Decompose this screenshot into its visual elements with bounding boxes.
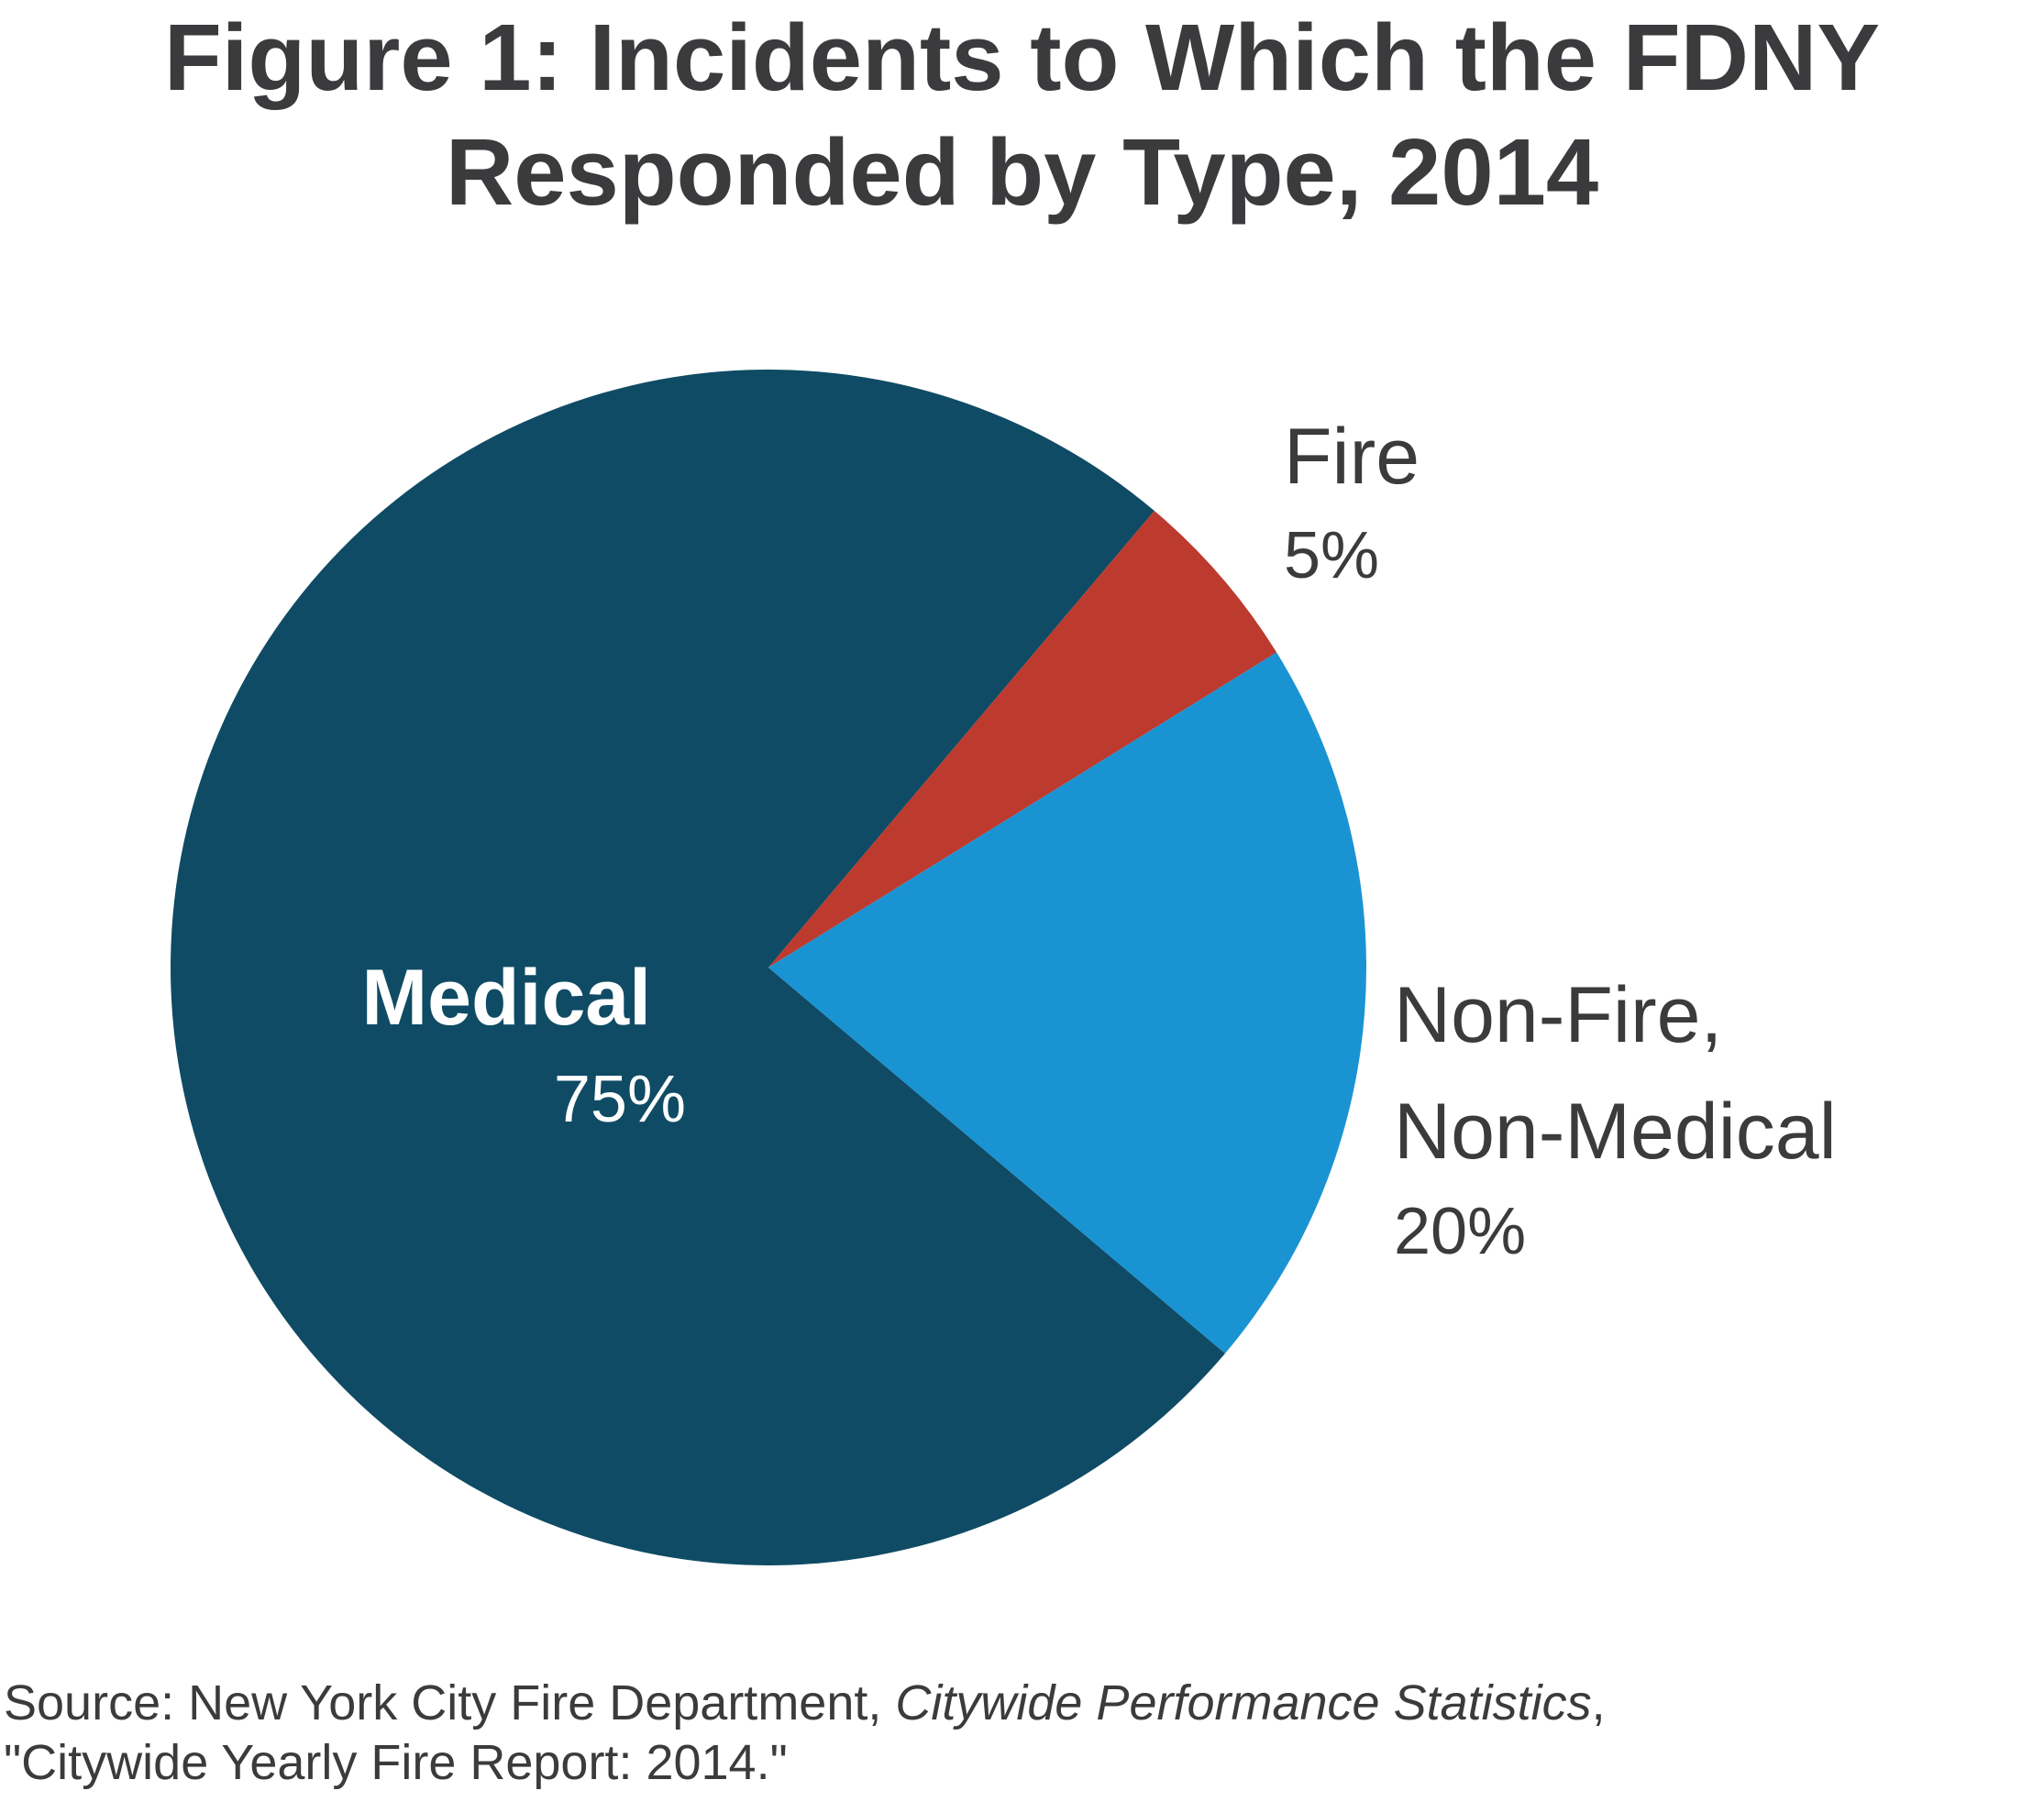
slice-label-other-line-1: Non-Fire, <box>1394 971 1722 1059</box>
slice-label-other-line-2: Non-Medical <box>1394 1088 1837 1176</box>
slice-percent-medical: 75% <box>554 1063 686 1136</box>
pie-slices <box>171 369 1367 1565</box>
pie-slice-fire <box>768 511 1277 967</box>
pie-slice-non-fire-non-medical <box>768 652 1367 1354</box>
chart-title: Figure 1: Incidents to Which the FDNY Re… <box>0 0 2044 229</box>
source-suffix: , <box>1591 1675 1606 1730</box>
slice-label-fire: Fire <box>1284 413 1420 501</box>
slice-percent-fire: 5% <box>1284 519 1379 592</box>
slice-percent-other: 20% <box>1394 1195 1526 1268</box>
source-prefix: Source: New York City Fire Department, <box>4 1675 896 1730</box>
source-note: Source: New York City Fire Department, C… <box>4 1674 2021 1793</box>
chart-title-line-2: Responded by Type, 2014 <box>445 119 1599 225</box>
chart-title-line-1: Figure 1: Incidents to Which the FDNY <box>163 5 1881 110</box>
source-line-1: Source: New York City Fire Department, C… <box>4 1674 2021 1733</box>
slice-label-medical: Medical <box>362 954 651 1042</box>
source-line-2: "Citywide Yearly Fire Report: 2014." <box>4 1735 788 1790</box>
source-italic-title: Citywide Performance Statistics <box>895 1675 1592 1730</box>
pie-slice-medical <box>171 369 1226 1565</box>
